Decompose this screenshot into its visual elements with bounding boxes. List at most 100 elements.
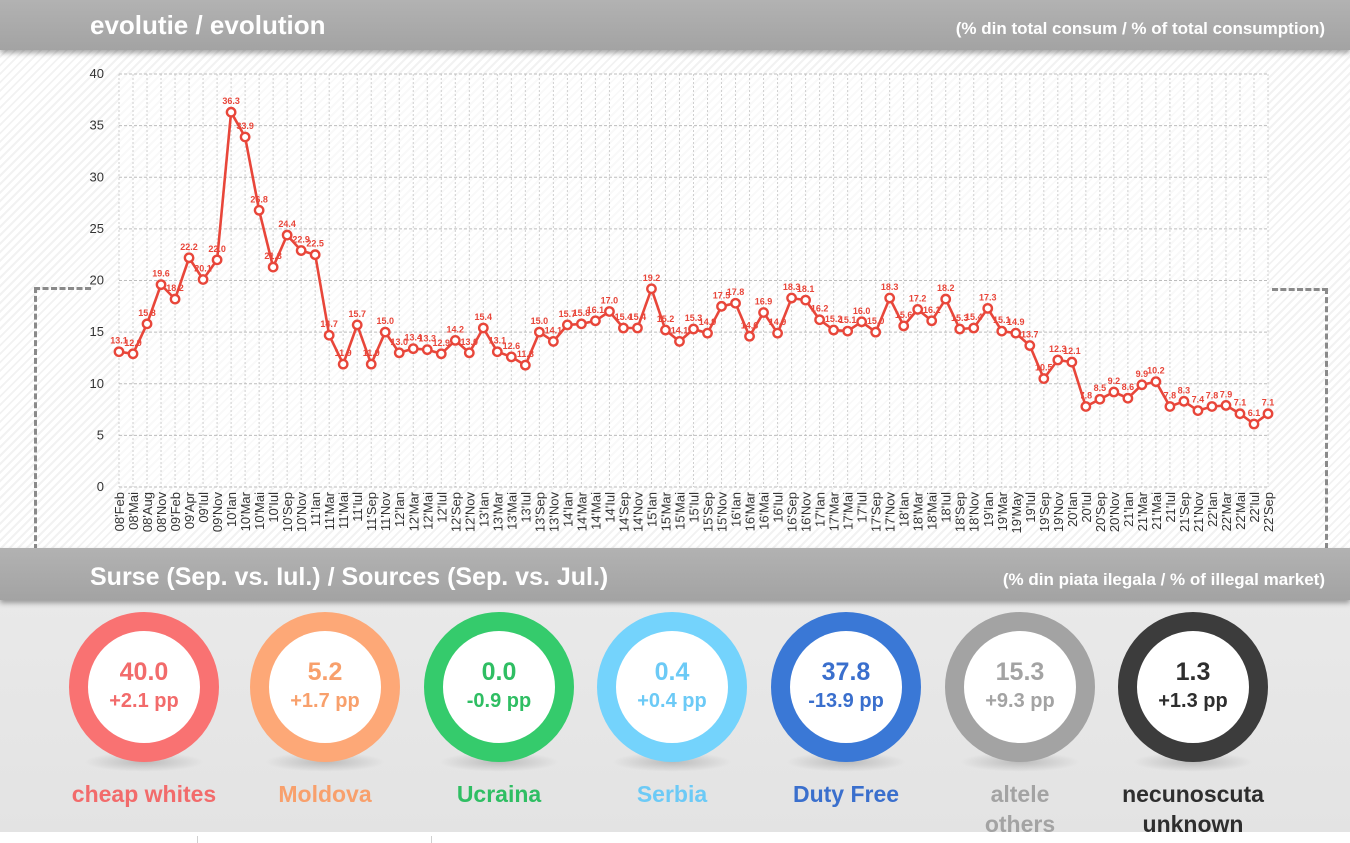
data-point: [1262, 408, 1274, 420]
data-label: 15.8: [138, 308, 156, 318]
data-point: [996, 325, 1008, 337]
data-point: [141, 318, 153, 330]
data-label: 16.1: [587, 305, 605, 315]
data-label: 14.1: [545, 325, 563, 335]
data-point: [660, 324, 671, 336]
donut-ring: [424, 612, 574, 762]
data-label: 7.4: [1192, 395, 1205, 405]
x-tick-label: 15'Sep: [701, 492, 716, 532]
x-tick-label: 21'Ian: [1121, 492, 1136, 527]
x-tick-label: 15'Nov: [715, 492, 730, 533]
y-tick-label: 0: [97, 479, 104, 494]
x-tick-label: 19'Sep: [1037, 492, 1052, 532]
data-label: 13.4: [404, 333, 422, 343]
footer-strip: [0, 832, 1350, 843]
data-point: [253, 204, 265, 216]
data-label: 7.1: [1262, 398, 1275, 408]
data-point: [449, 334, 461, 346]
y-tick-label: 10: [90, 376, 104, 391]
evolution-header: evolutie / evolution (% din total consum…: [0, 0, 1350, 50]
x-tick-label: 19'Ian: [981, 492, 996, 527]
x-tick-label: 18'Nov: [967, 492, 982, 533]
data-label: 20.1: [194, 263, 212, 273]
data-label: 7.8: [1206, 390, 1219, 400]
data-label: 17.0: [601, 295, 619, 305]
data-label: 14.9: [699, 317, 717, 327]
data-point: [1164, 401, 1176, 412]
data-label: 17.5: [713, 290, 731, 300]
data-label: 26.8: [250, 194, 268, 204]
donut-shadow: [1133, 752, 1253, 772]
data-point: [519, 359, 531, 371]
data-label: 17.3: [979, 292, 997, 302]
donut-shadow: [439, 752, 559, 772]
source-label-line: Duty Free: [792, 781, 900, 807]
source-label-line: Serbia: [636, 781, 708, 807]
data-label: 6.1: [1248, 408, 1261, 418]
data-point: [674, 336, 685, 347]
data-point: [421, 344, 433, 356]
data-point: [940, 293, 952, 305]
share-value: 1.3: [1175, 658, 1211, 686]
data-label: 11.9: [335, 348, 352, 358]
x-tick-label: 10'Iul: [266, 492, 281, 523]
share-change: +9.3 pp: [985, 690, 1055, 712]
data-point: [884, 292, 896, 304]
data-point: [155, 279, 167, 291]
x-tick-label: 18'Mai: [925, 492, 940, 530]
y-tick-label: 20: [90, 273, 104, 288]
data-label: 15.7: [348, 309, 366, 319]
data-label: 12.9: [124, 338, 142, 348]
data-label: 8.5: [1094, 383, 1107, 393]
x-tick-label: 10'Mai: [252, 492, 267, 530]
data-label: 18.1: [797, 284, 815, 294]
data-label: 14.7: [320, 319, 338, 329]
data-point: [1010, 327, 1022, 339]
data-point: [604, 306, 615, 317]
x-tick-label: 21'Sep: [1177, 492, 1192, 532]
x-tick-label: 16'Ian: [729, 492, 744, 527]
data-label: 13.0: [461, 337, 479, 347]
evolution-line-chart: 0 5 10 15 20 25 30 35 40 08'Feb 08'Mai 08'Aug 08'Nov…: [90, 66, 1276, 534]
x-tick-label: 22'Sep: [1261, 492, 1276, 532]
share-value: 37.8: [821, 658, 871, 686]
data-label: 9.2: [1108, 376, 1121, 386]
data-label: 16.0: [853, 306, 871, 316]
x-tick-label: 22'Ian: [1205, 492, 1220, 527]
data-point: [211, 254, 223, 266]
data-label: 15.4: [615, 312, 633, 322]
data-label: 7.8: [1080, 390, 1093, 400]
data-label: 15.4: [965, 312, 983, 322]
data-label: 10.2: [1147, 366, 1165, 376]
data-label: 36.3: [222, 96, 240, 106]
data-label: 13.3: [419, 334, 437, 344]
x-tick-label: 13'Iul: [518, 492, 533, 523]
source-label-line: Ucraina: [456, 781, 542, 807]
x-tick-label: 21'Mar: [1135, 491, 1150, 531]
x-tick-label: 14'Mar: [574, 491, 589, 531]
data-label: 18.3: [881, 282, 899, 292]
data-point: [786, 292, 797, 304]
x-tick-label: 17'Nov: [883, 492, 898, 533]
source-label: Duty Free: [741, 779, 951, 809]
donut-ring: [1118, 612, 1268, 762]
source-label: Moldova: [220, 779, 430, 809]
x-tick-label: 16'Nov: [799, 492, 814, 533]
x-tick-label: 09'Apr: [182, 491, 197, 529]
data-point: [954, 323, 966, 335]
data-label: 14.6: [741, 320, 759, 330]
data-point: [1136, 379, 1148, 391]
x-tick-label: 12'Iul: [434, 492, 449, 523]
data-point: [1052, 354, 1064, 366]
data-point: [533, 326, 545, 338]
data-point: [463, 347, 475, 359]
y-tick-label: 5: [97, 427, 104, 442]
x-tick-label: 10'Nov: [294, 492, 309, 533]
data-label: 15.0: [531, 316, 549, 326]
share-value: 5.2: [307, 658, 343, 686]
data-point: [576, 318, 587, 330]
x-tick-label: 10'Ian: [224, 492, 239, 527]
x-tick-label: 09'Nov: [210, 492, 225, 533]
data-point: [267, 261, 279, 273]
x-tick-label: 17'Mar: [827, 491, 842, 531]
